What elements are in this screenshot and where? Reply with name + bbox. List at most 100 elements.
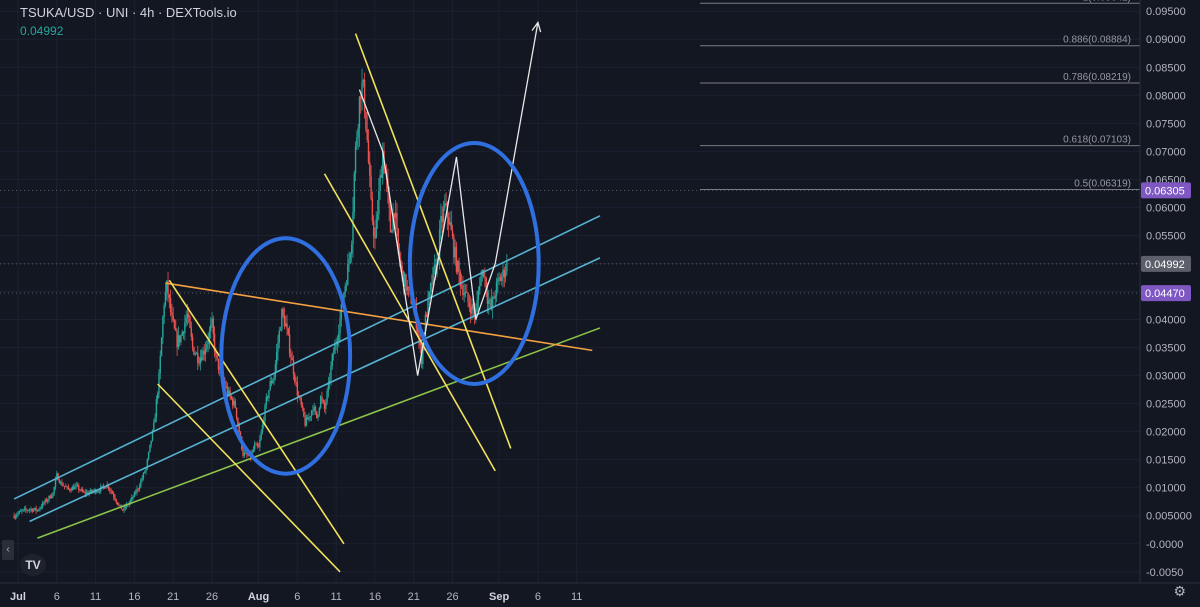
x-tick-label: 26 [446, 591, 458, 603]
candle-body [438, 228, 441, 259]
last-price: 0.04992 [20, 24, 64, 38]
candle-body [307, 417, 309, 420]
candle-body [36, 510, 39, 511]
candle-body [105, 487, 107, 489]
candle-body [185, 317, 187, 323]
candle-body [40, 507, 42, 509]
y-tick-label: 0.01500 [1146, 455, 1186, 467]
candle-body [270, 381, 273, 384]
candle-body [269, 381, 271, 391]
candle-body [366, 129, 368, 140]
x-tick-label: 16 [128, 591, 140, 603]
candle-body [87, 492, 89, 494]
candle-body [339, 318, 341, 334]
candle-body [154, 417, 156, 423]
candle-body [140, 480, 142, 487]
candle-body [447, 217, 450, 225]
candle-body [453, 236, 455, 258]
candle-body [114, 496, 116, 500]
candle-body [182, 331, 185, 334]
x-axis[interactable]: Jul 6 11 16 21 26 Aug 6 11 16 21 26 Sep 6 11 [10, 591, 582, 603]
candle-body [14, 516, 17, 519]
candle-body [274, 364, 277, 377]
candle-body [328, 380, 331, 383]
price-tag-label: 0.04992 [1145, 259, 1185, 271]
candle-body [175, 328, 177, 331]
candle-body [301, 404, 304, 408]
candle-body [347, 263, 349, 285]
candle-body [475, 310, 477, 315]
candle-body [110, 490, 112, 492]
tradingview-logo-icon[interactable]: TV [20, 554, 46, 576]
candle-body [441, 215, 443, 223]
candle-body [48, 495, 50, 500]
x-tick-label: Jul [10, 591, 26, 603]
candle-body [206, 344, 208, 350]
chevron-left-icon[interactable]: ‹ [2, 540, 14, 560]
candle-body [491, 297, 494, 309]
candle-body [484, 275, 486, 278]
candle-body [61, 482, 63, 486]
candle-body [303, 407, 305, 417]
candle-body [471, 304, 473, 314]
candle-body [429, 283, 432, 292]
candle-body [459, 272, 462, 286]
candle-body [194, 353, 196, 355]
candle-body [171, 312, 173, 316]
candle-body [168, 294, 171, 299]
gear-icon[interactable]: ⚙ [1173, 583, 1186, 599]
candle-body [260, 432, 262, 440]
candle-body [416, 327, 419, 335]
candle-body [234, 400, 236, 408]
y-tick-label: 0.04000 [1146, 315, 1186, 327]
candle-body [91, 489, 93, 492]
candle-body [37, 509, 40, 511]
candle-body [462, 285, 464, 296]
candle-body [78, 485, 80, 491]
candle-body [312, 410, 314, 412]
candle-body [115, 499, 117, 503]
candle-body [49, 495, 52, 499]
candle-body [167, 280, 169, 295]
candle-body [81, 489, 84, 492]
candle-body [101, 485, 103, 487]
candle-body [369, 162, 371, 176]
candle-body [58, 480, 61, 483]
projection-path [358, 22, 539, 376]
candle-body [215, 351, 217, 356]
candle-body [146, 459, 149, 468]
candle-body [498, 277, 500, 280]
candle-body [164, 292, 167, 306]
candle-body [427, 298, 429, 317]
candle-body [350, 244, 353, 254]
candle-body [432, 267, 434, 285]
candle-body [200, 357, 203, 361]
candle-body [124, 506, 127, 508]
candle-body [132, 496, 134, 498]
candle-body [407, 286, 410, 288]
candle-body [74, 486, 76, 490]
candle-body [75, 484, 77, 487]
x-tick-label: 11 [90, 591, 101, 603]
x-tick-label: Sep [489, 591, 509, 603]
candle-body [202, 350, 204, 361]
candle-body [297, 395, 300, 397]
candle-body [147, 451, 150, 460]
candle-body [113, 493, 115, 497]
candle-body [225, 386, 227, 387]
candle-body [193, 347, 195, 355]
candle-body [363, 79, 366, 113]
candle-body [335, 344, 337, 346]
candle-body [322, 399, 324, 403]
candle-body [69, 489, 71, 491]
candle-body [354, 146, 357, 174]
candle-body [233, 400, 235, 406]
candle-body [237, 417, 239, 425]
candle-body [323, 402, 326, 409]
candle-body [210, 325, 212, 332]
candle-body [331, 354, 333, 366]
candle-body [394, 212, 397, 218]
candle-body [242, 448, 244, 456]
